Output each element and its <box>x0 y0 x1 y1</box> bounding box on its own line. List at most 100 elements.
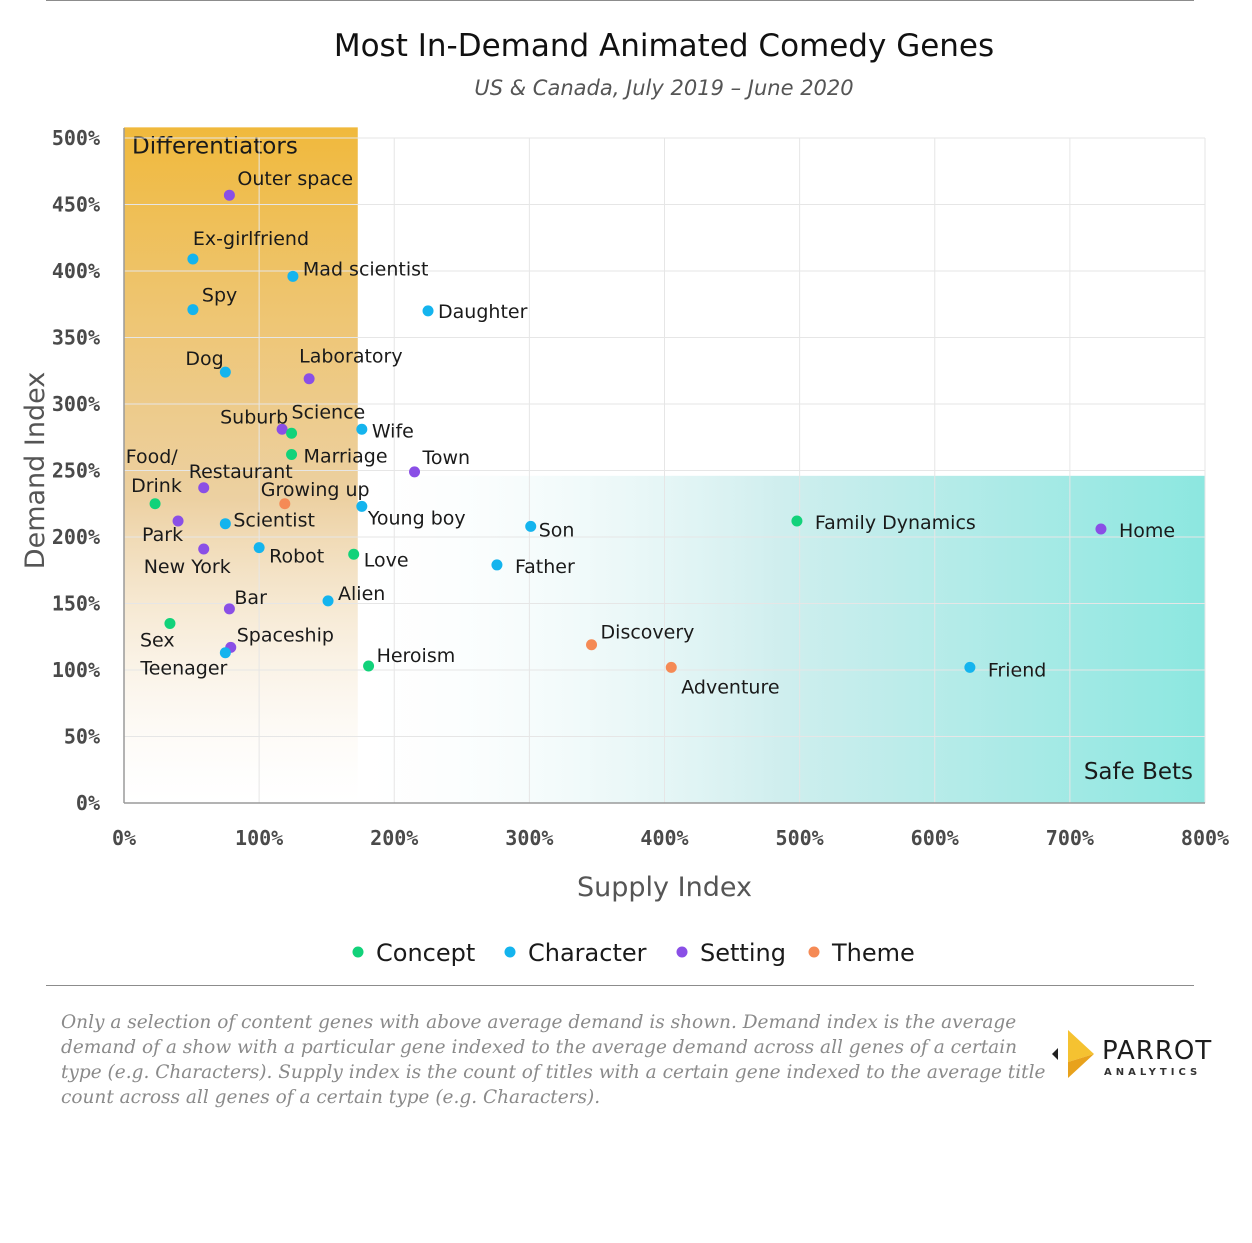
data-point <box>356 423 368 435</box>
legend-label: Character <box>528 939 647 967</box>
x-tick-label: 600% <box>911 826 959 850</box>
point-label: Laboratory <box>299 346 403 368</box>
labels-layer: Outer space Ex-girlfriend Mad scientist Spy… <box>126 168 1175 698</box>
data-point <box>348 548 360 560</box>
data-point <box>791 515 803 527</box>
point-label: Robot <box>269 546 324 568</box>
y-tick-label: 200% <box>52 525 100 549</box>
y-tick-label: 400% <box>52 259 100 283</box>
point-label: Marriage <box>304 446 388 468</box>
data-point <box>363 660 375 672</box>
safe-bets-zone <box>357 475 1205 803</box>
y-tick-label: 100% <box>52 658 100 682</box>
data-point <box>219 647 231 659</box>
grid-layer <box>123 137 1206 804</box>
legend-label: Concept <box>376 939 475 967</box>
legend: Concept Character Setting Theme <box>352 939 915 967</box>
point-label: Home <box>1119 520 1175 542</box>
data-point <box>586 639 598 651</box>
y-tick-label: 150% <box>52 592 100 616</box>
data-point <box>287 270 299 282</box>
data-point <box>286 427 298 439</box>
chart-subtitle: US & Canada, July 2019 – June 2020 <box>474 76 854 100</box>
point-label: Mad scientist <box>303 258 429 280</box>
legend-marker <box>676 946 688 958</box>
x-tick-label: 400% <box>640 826 688 850</box>
point-label: Friend <box>988 659 1046 681</box>
data-point <box>964 661 976 673</box>
point-label: Young boy <box>367 507 466 529</box>
point-label: Food/Restaurant <box>126 446 293 483</box>
legend-label: Setting <box>700 939 786 967</box>
data-point <box>1095 523 1107 535</box>
data-point <box>187 253 199 265</box>
x-tick-label: 800% <box>1181 826 1229 850</box>
differentiators-zone <box>124 127 358 804</box>
points-layer <box>149 189 1107 673</box>
top-rule <box>46 0 1194 1</box>
differentiators-label: Differentiators <box>132 133 298 159</box>
point-label: Love <box>364 549 409 571</box>
bottom-rule <box>46 985 1194 986</box>
data-point <box>279 498 291 510</box>
point-label: Science <box>292 401 366 423</box>
y-tick-label: 350% <box>52 326 100 350</box>
y-tick-label: 50% <box>64 725 100 749</box>
data-point <box>172 515 184 527</box>
point-label: Growing up <box>261 479 370 501</box>
x-tick-label: 700% <box>1046 826 1094 850</box>
legend-marker <box>352 946 364 958</box>
data-point <box>356 500 368 512</box>
point-label: Alien <box>338 583 385 605</box>
data-point <box>276 423 288 435</box>
point-label: Bar <box>234 587 267 609</box>
y-tick-label: 300% <box>52 392 100 416</box>
point-label: Drink <box>131 475 182 497</box>
data-point <box>322 595 334 607</box>
point-label: Town <box>422 447 471 469</box>
point-label: Sex <box>140 629 175 651</box>
x-tick-label: 0% <box>112 826 136 850</box>
data-point <box>409 466 421 478</box>
data-point <box>164 617 176 629</box>
axes-layer: 0% 100% 200% 300% 400% 500% 600% 700% 800% 0% 50% 1… <box>20 126 1229 903</box>
point-label: New York <box>144 556 231 578</box>
x-tick-label: 300% <box>505 826 553 850</box>
data-point <box>223 189 235 201</box>
y-tick-label: 250% <box>52 459 100 483</box>
data-point <box>149 498 161 510</box>
data-point <box>253 542 265 554</box>
data-point <box>198 482 210 494</box>
point-label: Family Dynamics <box>815 512 976 534</box>
point-label: Discovery <box>601 622 695 644</box>
point-label: Teenager <box>139 658 227 680</box>
point-label: Son <box>539 519 575 541</box>
point-label: Spy <box>202 285 237 307</box>
legend-label: Theme <box>831 939 915 967</box>
data-point <box>198 543 210 555</box>
data-point <box>491 559 503 571</box>
parrot-analytics-logo: PARROT ANALYTICS <box>1046 1026 1216 1086</box>
point-label: Outer space <box>237 168 353 190</box>
data-point <box>219 518 231 530</box>
parrot-logo-icon <box>1052 1030 1094 1078</box>
safe-bets-label: Safe Bets <box>1084 759 1193 785</box>
data-point <box>303 373 315 385</box>
point-label: Spaceship <box>237 624 334 646</box>
point-label: Adventure <box>681 676 779 698</box>
point-label: Father <box>515 556 575 578</box>
data-point <box>223 603 235 615</box>
point-label: Park <box>142 524 183 546</box>
legend-marker <box>504 946 516 958</box>
y-axis-title: Demand Index <box>20 372 51 569</box>
point-label: Heroism <box>377 645 456 667</box>
point-label: Wife <box>372 420 414 442</box>
y-tick-label: 0% <box>76 791 100 815</box>
point-label: Ex-girlfriend <box>193 228 309 250</box>
scatter-chart: Differentiators Safe Bets 0% 100% 200% 300% 4… <box>20 126 1229 967</box>
x-tick-label: 100% <box>235 826 283 850</box>
logo-sub: ANALYTICS <box>1104 1067 1202 1078</box>
point-label: Suburb <box>220 406 288 428</box>
data-point <box>286 449 298 461</box>
legend-marker <box>808 946 820 958</box>
